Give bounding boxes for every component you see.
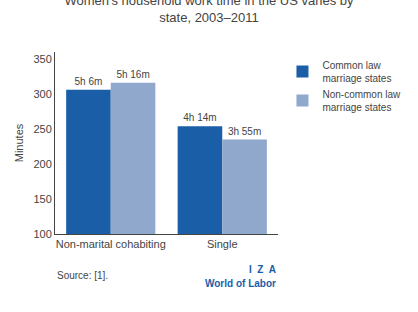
svg-text:Non-common lawmarriage states: Non-common lawmarriage states <box>322 89 401 113</box>
svg-text:Source: [1].: Source: [1]. <box>57 270 108 281</box>
svg-text:Single: Single <box>207 238 238 250</box>
svg-text:5h 6m: 5h 6m <box>75 76 103 87</box>
svg-text:Non-marital cohabiting: Non-marital cohabiting <box>56 238 166 250</box>
svg-text:World of Labor: World of Labor <box>205 278 276 289</box>
svg-text:Women's household work time in: Women's household work time in the US va… <box>64 0 354 25</box>
svg-text:Common lawmarriage states: Common lawmarriage states <box>322 60 391 84</box>
svg-text:100: 100 <box>33 228 51 240</box>
svg-text:200: 200 <box>33 158 51 170</box>
svg-text:300: 300 <box>33 88 51 100</box>
svg-text:3h 55m: 3h 55m <box>228 126 261 137</box>
svg-text:Minutes: Minutes <box>13 123 25 162</box>
svg-text:5h 16m: 5h 16m <box>116 69 149 80</box>
svg-text:4h 14m: 4h 14m <box>183 112 216 123</box>
svg-text:350: 350 <box>33 53 51 65</box>
svg-text:150: 150 <box>33 193 51 205</box>
svg-text:250: 250 <box>33 123 51 135</box>
svg-text:I Z A: I Z A <box>249 264 276 275</box>
